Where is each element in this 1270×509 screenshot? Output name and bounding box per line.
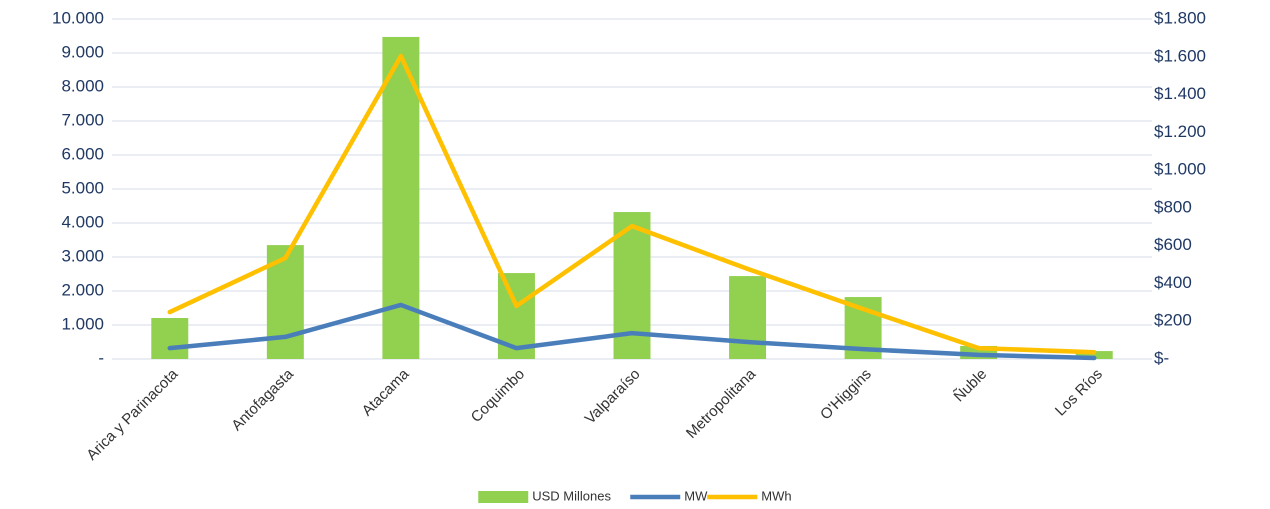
y-tick-label: -	[98, 348, 104, 367]
x-tick-label: Metropolitana	[683, 365, 760, 442]
y2-tick-label: $1.200	[1154, 122, 1206, 141]
x-tick-label: Ñuble	[951, 366, 991, 406]
y-tick-label: 7.000	[61, 110, 104, 129]
bar	[729, 276, 767, 359]
y2-tick-label: $1.800	[1154, 8, 1206, 27]
y-tick-label: 4.000	[61, 212, 104, 231]
y-tick-label: 1.000	[61, 314, 104, 333]
y2-tick-label: $200	[1154, 311, 1192, 330]
x-tick-label: Los Ríos	[1052, 366, 1106, 420]
x-tick-label: O'Higgins	[817, 366, 875, 424]
y-tick-label: 6.000	[61, 144, 104, 163]
y-tick-label: 5.000	[61, 178, 104, 197]
y2-tick-label: $1.000	[1154, 160, 1206, 179]
x-tick-label: Arica y Parinacota	[83, 365, 182, 464]
y2-tick-label: $1.400	[1154, 84, 1206, 103]
y2-tick-label: $800	[1154, 197, 1192, 216]
legend-label: USD Millones	[532, 488, 611, 503]
bar	[151, 318, 189, 359]
y-tick-label: 2.000	[61, 280, 104, 299]
y-tick-label: 10.000	[52, 8, 104, 27]
line	[167, 53, 1097, 355]
x-tick-label: Valparaíso	[582, 366, 644, 428]
y2-tick-label: $600	[1154, 235, 1192, 254]
bar	[1075, 351, 1113, 359]
y2-tick-label: $1.600	[1154, 46, 1206, 65]
y2-tick-label: $400	[1154, 273, 1192, 292]
line	[167, 302, 1097, 361]
x-tick-label: Coquimbo	[468, 366, 528, 426]
legend-label: MWh	[761, 488, 791, 503]
legend-label: MW	[684, 488, 708, 503]
y-tick-label: 3.000	[61, 246, 104, 265]
x-tick-label: Atacama	[359, 365, 413, 419]
y2-tick-label: $-	[1154, 348, 1169, 367]
y-tick-label: 9.000	[61, 42, 104, 61]
y-tick-label: 8.000	[61, 76, 104, 95]
legend-swatch	[478, 491, 529, 503]
x-tick-label: Antofagasta	[228, 365, 297, 434]
